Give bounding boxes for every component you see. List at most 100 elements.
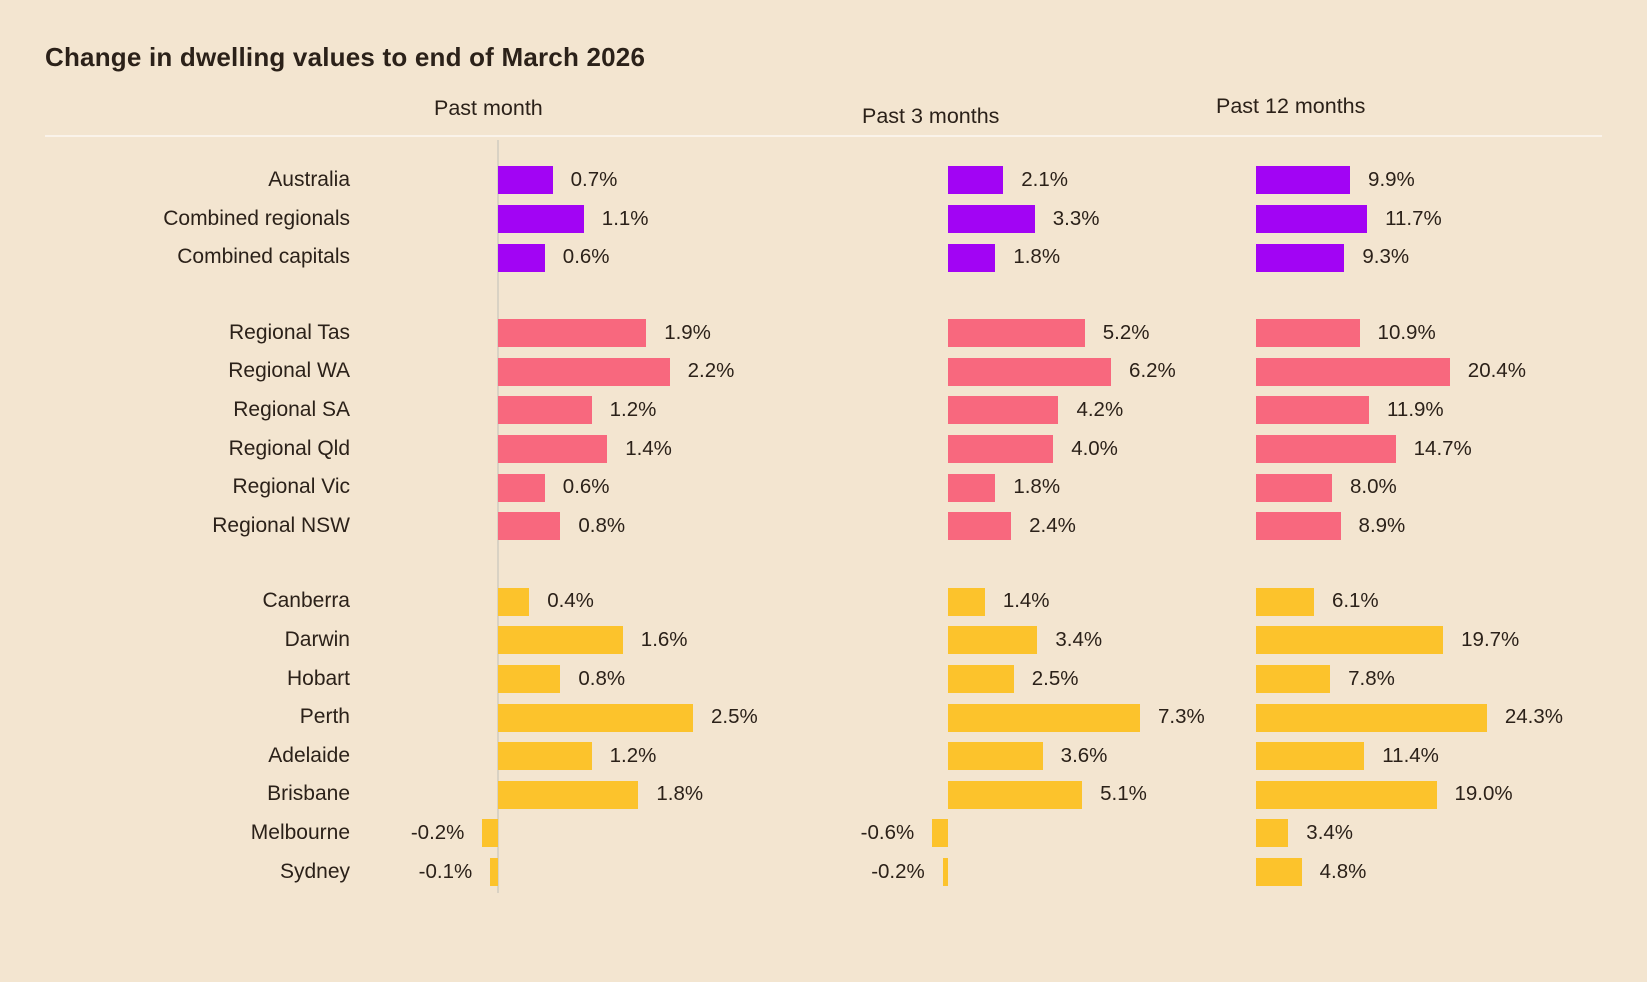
column-header-past-month: Past month [434,96,543,120]
value-label-sydney-past-12-months: 4.8% [1319,859,1367,883]
value-label-darwin-past-3-months: 3.4% [1055,628,1103,651]
value-label-regional-tas-past-12-months: 10.9% [1377,320,1436,344]
bar-brisbane-past-3-months [948,780,1083,809]
bar-regional-wa-past-12-months [1256,357,1450,386]
bar-regional-sa-past-month [498,396,592,425]
value-label-australia-past-12-months: 9.9% [1368,168,1415,191]
bar-sydney-past-month [490,857,498,886]
row-label-combined-capitals: Combined capitals [177,245,350,269]
bar-regional-nsw-past-12-months [1256,512,1341,541]
bar-canberra-past-12-months [1256,587,1314,616]
value-label-darwin-past-month: 1.6% [640,628,688,651]
value-label-perth-past-3-months: 7.3% [1157,705,1205,729]
row-label-regional-tas: Regional Tas [228,320,350,344]
value-label-brisbane-past-month: 1.8% [656,782,704,806]
bar-regional-wa-past-month [498,357,670,386]
bar-regional-tas-past-month [498,319,647,348]
bar-regional-tas-past-3-months [948,319,1085,348]
value-label-regional-qld-past-3-months: 4.0% [1071,436,1118,460]
bar-darwin-past-month [498,626,623,655]
value-label-australia-past-3-months: 2.1% [1021,168,1068,191]
value-label-regional-wa-past-3-months: 6.2% [1129,359,1176,383]
bar-combined-capitals-past-3-months [948,243,996,272]
value-label-regional-sa-past-3-months: 4.2% [1076,398,1124,421]
bar-regional-sa-past-12-months [1256,396,1370,425]
value-label-brisbane-past-12-months: 19.0% [1454,782,1513,806]
value-label-canberra-past-12-months: 6.1% [1331,589,1379,613]
value-label-combined-regionals-past-12-months: 11.7% [1385,206,1442,230]
value-label-regional-sa-past-month: 1.2% [609,398,657,421]
bar-canberra-past-month [498,587,530,616]
value-label-hobart-past-month: 0.8% [578,666,626,690]
bar-canberra-past-3-months [948,587,985,616]
bar-combined-regionals-past-12-months [1256,204,1368,233]
bar-regional-vic-past-12-months [1256,473,1332,502]
bar-brisbane-past-month [498,780,639,809]
value-label-melbourne-past-month: -0.2% [410,821,465,844]
bar-combined-regionals-past-3-months [948,204,1035,233]
value-label-regional-tas-past-3-months: 5.2% [1102,320,1150,344]
value-label-adelaide-past-month: 1.2% [609,743,657,767]
bar-brisbane-past-12-months [1256,780,1437,809]
bar-darwin-past-3-months [948,626,1038,655]
value-label-regional-wa-past-month: 2.2% [687,359,735,383]
bar-regional-nsw-past-3-months [948,512,1012,541]
bar-combined-capitals-past-month [498,243,545,272]
row-label-adelaide: Adelaide [268,743,350,767]
value-label-regional-nsw-past-month: 0.8% [578,513,626,537]
value-label-darwin-past-12-months: 19.7% [1461,628,1520,651]
column-header-past-12-months: Past 12 months [1216,94,1366,118]
value-label-regional-tas-past-month: 1.9% [664,320,711,344]
value-label-sydney-past-month: -0.1% [418,859,473,883]
bar-melbourne-past-3-months [932,819,948,848]
bar-regional-qld-past-12-months [1256,434,1396,463]
column-header-past-3-months: Past 3 months [862,104,1000,128]
value-label-regional-wa-past-12-months: 20.4% [1467,359,1526,383]
value-label-perth-past-month: 2.5% [711,705,758,729]
bar-darwin-past-12-months [1256,626,1444,655]
value-label-hobart-past-3-months: 2.5% [1031,666,1079,690]
row-label-perth: Perth [299,705,350,729]
value-label-regional-nsw-past-3-months: 2.4% [1029,513,1076,537]
bar-regional-sa-past-3-months [948,396,1059,425]
value-label-australia-past-month: 0.7% [570,168,618,191]
row-label-regional-qld: Regional Qld [228,436,350,460]
bar-australia-past-12-months [1256,166,1351,195]
bar-perth-past-12-months [1256,703,1487,732]
bar-adelaide-past-month [498,742,592,771]
bar-adelaide-past-3-months [948,742,1043,771]
row-label-regional-nsw: Regional NSW [212,513,350,537]
value-label-sydney-past-3-months: -0.2% [871,859,925,883]
row-label-canberra: Canberra [262,589,350,613]
row-label-regional-wa: Regional WA [228,359,350,383]
row-label-melbourne: Melbourne [250,821,350,844]
row-label-combined-regionals: Combined regionals [163,206,350,230]
value-label-adelaide-past-3-months: 3.6% [1060,743,1108,767]
value-label-regional-vic-past-month: 0.6% [562,475,610,499]
bar-regional-vic-past-month [498,473,545,502]
row-label-regional-sa: Regional SA [233,398,350,421]
bar-melbourne-past-month [482,819,498,848]
bar-combined-regionals-past-month [498,204,584,233]
bar-regional-nsw-past-month [498,512,561,541]
value-label-regional-vic-past-12-months: 8.0% [1350,475,1397,499]
bar-regional-tas-past-12-months [1256,319,1360,348]
bar-sydney-past-3-months [942,857,948,886]
value-label-regional-sa-past-12-months: 11.9% [1387,398,1444,421]
bar-hobart-past-3-months [948,664,1014,693]
bar-melbourne-past-12-months [1256,819,1289,848]
bar-australia-past-3-months [948,166,1004,195]
bar-regional-wa-past-3-months [948,357,1112,386]
bar-perth-past-month [498,703,693,732]
value-label-melbourne-past-12-months: 3.4% [1306,821,1354,844]
row-label-sydney: Sydney [279,859,350,883]
row-label-australia: Australia [268,168,350,191]
value-label-regional-qld-past-month: 1.4% [625,436,672,460]
bar-combined-capitals-past-12-months [1256,243,1345,272]
bar-perth-past-3-months [948,703,1140,732]
value-label-melbourne-past-3-months: -0.6% [860,821,915,844]
bar-regional-qld-past-month [498,434,608,463]
bar-regional-qld-past-3-months [948,434,1054,463]
value-label-canberra-past-3-months: 1.4% [1002,589,1050,613]
